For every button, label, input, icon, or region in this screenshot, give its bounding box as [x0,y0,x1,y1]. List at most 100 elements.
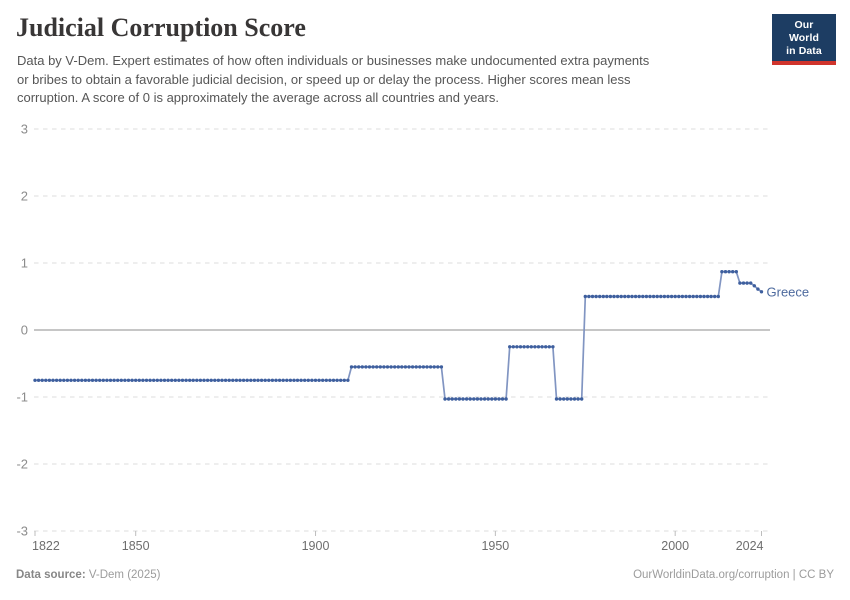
data-point [472,397,476,401]
data-point [637,294,641,299]
owid-logo[interactable]: Our World in Data [772,14,836,65]
data-point [367,365,372,369]
data-point [223,378,228,382]
data-point [439,365,444,369]
data-point [626,294,631,299]
data-point [295,378,300,382]
data-point [655,294,659,299]
data-point [58,378,62,382]
data-point [188,378,192,382]
data-point [288,378,293,382]
data-point [745,281,749,285]
y-tick-label: -1 [16,390,28,405]
data-point [677,294,681,299]
data-point [558,397,562,401]
data-point [234,378,239,382]
data-point [673,294,677,299]
data-point [482,397,487,401]
data-point [148,378,152,382]
data-point [479,397,483,401]
data-point [691,294,695,299]
data-point [166,378,170,382]
data-point [267,378,271,382]
data-point [321,378,325,382]
data-point [220,378,224,382]
data-point [54,378,59,382]
data-point [144,378,149,382]
data-point [299,378,303,382]
data-point [493,397,498,401]
data-point [371,365,375,369]
data-point [231,378,235,382]
entity-label-greece[interactable]: Greece [767,284,810,299]
y-tick-label: 2 [21,189,28,204]
data-point [468,397,472,401]
data-point [33,378,37,382]
data-source-value: V-Dem (2025) [85,569,161,581]
data-point [590,294,595,299]
data-point [759,290,764,294]
data-point [752,284,756,288]
data-point [425,365,429,369]
y-tick-label: 3 [21,122,28,137]
data-point [213,378,217,382]
data-point [457,397,462,401]
data-point [382,365,386,369]
data-point [436,365,440,369]
data-point [69,378,73,382]
owid-logo-text-line1: Our World [788,19,820,44]
data-point [44,378,48,382]
data-point [756,287,760,291]
data-point [497,397,501,401]
data-point [687,294,692,299]
data-point [536,345,541,349]
data-point [486,397,490,401]
data-point [375,365,379,369]
data-point [684,294,688,299]
data-point [594,294,598,299]
data-point [324,378,328,382]
data-point [36,378,41,382]
data-point [180,378,185,382]
data-point [346,378,350,382]
data-point [270,378,275,382]
data-point [123,378,127,382]
data-point [644,294,649,299]
data-point [108,378,113,382]
data-point [526,345,530,349]
data-point [734,270,738,274]
data-point [522,345,526,349]
data-point [90,378,95,382]
attribution-link[interactable]: OurWorldinData.org/corruption | CC BY [633,569,834,581]
data-point [727,270,731,274]
data-point [396,365,400,369]
data-point [317,378,321,382]
data-point [576,397,580,401]
data-point [580,397,584,401]
data-point [446,397,451,401]
page-title: Judicial Corruption Score [16,13,306,42]
data-point [353,365,357,369]
data-point [259,378,264,382]
data-point [414,365,418,369]
data-point [245,378,249,382]
data-point [450,397,454,401]
data-point [328,378,332,382]
data-point [698,294,703,299]
x-tick-label: 1822 [32,539,60,553]
data-point [209,378,213,382]
data-point [569,397,573,401]
data-point [202,378,206,382]
data-point [648,294,652,299]
data-point [184,378,188,382]
data-point [241,378,246,382]
x-tick-label: 1900 [302,539,330,553]
data-point [263,378,267,382]
data-point [216,378,221,382]
data-point [540,345,544,349]
data-point [159,378,163,382]
data-point [62,378,66,382]
data-point [615,294,620,299]
